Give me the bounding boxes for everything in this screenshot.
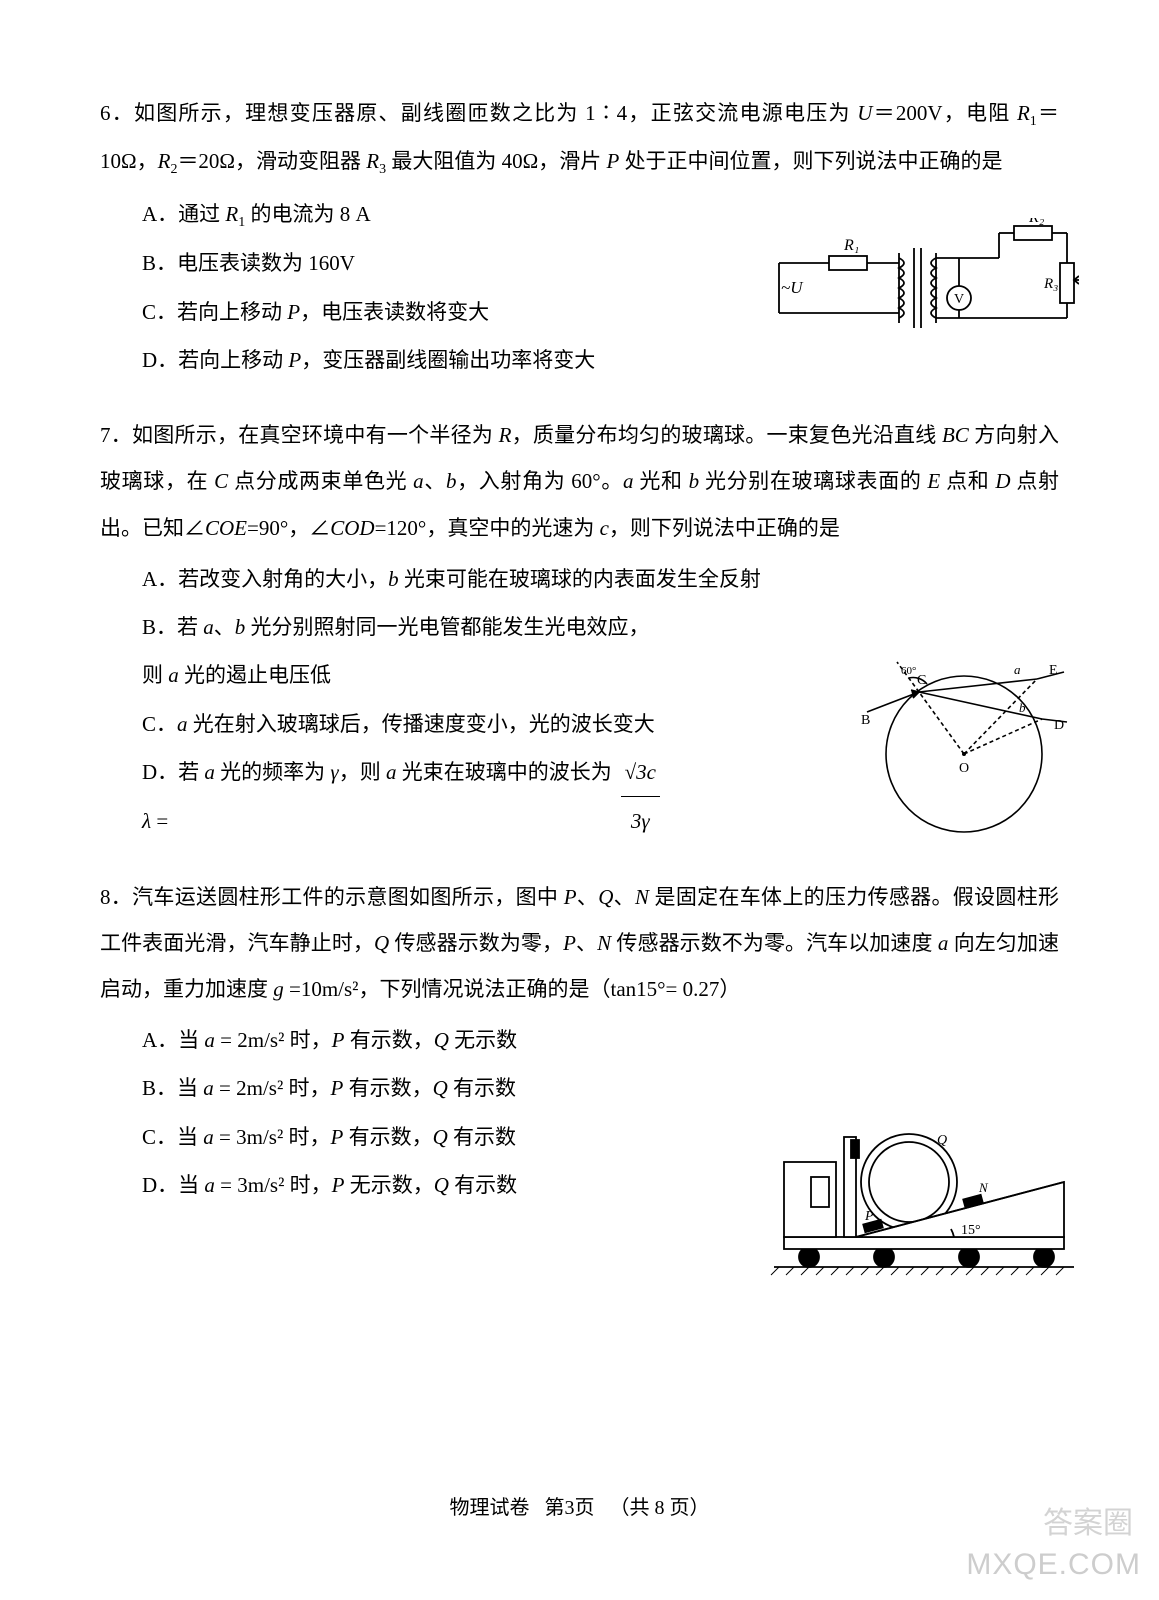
q8-option-c: C．当 a = 3m/s² 时，P 有示数，Q 有示数 — [100, 1113, 660, 1161]
svg-text:E: E — [1049, 663, 1058, 678]
page-footer: 物理试卷 第3页 （共 8 页） — [0, 1491, 1159, 1520]
q7-option-d: D．若 a 光的频率为 γ，则 a 光束在玻璃中的波长为 λ = √3c 3γ — [100, 748, 660, 846]
question-8: 8．汽车运送圆柱形工件的示意图如图所示，图中 P、Q、N 是固定在车体上的压力传… — [100, 874, 1059, 1210]
q7-option-c: C．a 光在射入玻璃球后，传播速度变小，光的波长变大 — [100, 700, 660, 748]
q7-option-b: B．若 a、b 光分别照射同一光电管都能发生光电效应，则 a 光的遏止电压低 — [100, 603, 660, 700]
q6-number: 6． — [100, 101, 134, 125]
svg-text:Q: Q — [937, 1133, 947, 1148]
svg-text:15°: 15° — [961, 1223, 981, 1238]
question-7: 7．如图所示，在真空环境中有一个半径为 R，质量分布均匀的玻璃球。一束复色光沿直… — [100, 412, 1059, 845]
svg-text:V: V — [954, 292, 964, 307]
q7-number: 7． — [100, 423, 132, 447]
svg-text:N: N — [978, 1180, 989, 1195]
svg-text:O: O — [959, 761, 969, 776]
q6-stem: 6．如图所示，理想变压器原、副线圈匝数之比为 1∶4，正弦交流电源电压为 U＝2… — [100, 90, 1059, 186]
q6-option-d: D．若向上移动 P，变压器副线圈输出功率将变大 — [100, 336, 1059, 384]
q6-circuit-figure: R₁ R₂ R₃ P ~U V — [769, 218, 1079, 338]
svg-text:a: a — [1014, 662, 1021, 677]
question-6: 6．如图所示，理想变压器原、副线圈匝数之比为 1∶4，正弦交流电源电压为 U＝2… — [100, 90, 1059, 384]
q8-option-d: D．当 a = 3m/s² 时，P 无示数，Q 有示数 — [100, 1161, 660, 1209]
svg-text:R₂: R₂ — [1028, 218, 1045, 226]
svg-text:B: B — [861, 713, 870, 728]
q8-number: 8． — [100, 885, 132, 909]
q7-option-a: A．若改变入射角的大小，b 光束可能在玻璃球的内表面发生全反射 — [100, 555, 1059, 603]
svg-text:60°: 60° — [901, 665, 916, 677]
watermark-cn: 答案圈 — [1043, 1498, 1133, 1542]
svg-text:~U: ~U — [781, 278, 804, 297]
q6-option-a: A．通过 R1 的电流为 8 A — [100, 190, 660, 239]
svg-text:R₁: R₁ — [843, 237, 859, 254]
svg-text:D: D — [1054, 718, 1064, 733]
q7-sphere-figure: B C E D O a b 60° — [859, 644, 1069, 844]
q8-option-a: A．当 a = 2m/s² 时，P 有示数，Q 无示数 — [100, 1016, 660, 1064]
watermark-en: MXQE.COM — [966, 1548, 1141, 1582]
svg-text:P: P — [864, 1209, 874, 1224]
q8-option-b: B．当 a = 2m/s² 时，P 有示数，Q 有示数 — [100, 1064, 660, 1112]
svg-text:R₃: R₃ — [1043, 276, 1058, 292]
svg-text:C: C — [917, 673, 926, 688]
svg-text:b: b — [1019, 700, 1026, 715]
q8-stem: 8．汽车运送圆柱形工件的示意图如图所示，图中 P、Q、N 是固定在车体上的压力传… — [100, 874, 1059, 1013]
q8-truck-figure: P Q N 15° — [769, 1122, 1079, 1292]
q7-stem: 7．如图所示，在真空环境中有一个半径为 R，质量分布均匀的玻璃球。一束复色光沿直… — [100, 412, 1059, 551]
q6-option-b: B．电压表读数为 160V — [100, 239, 660, 287]
q6-option-c: C．若向上移动 P，电压表读数将变大 — [100, 288, 660, 336]
fraction: √3c 3γ — [621, 748, 660, 846]
